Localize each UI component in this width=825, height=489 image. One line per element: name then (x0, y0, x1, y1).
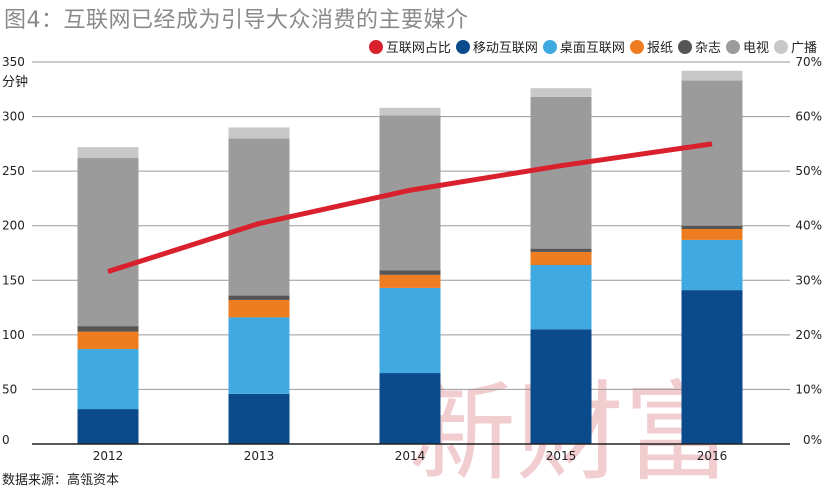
bar-segment-2016-cee7d22 (681, 228, 743, 240)
bar-segment-2013-cee7d22 (228, 299, 290, 318)
legend-item: 桌面互联网 (542, 37, 625, 56)
y-right-tick-label: 50% (795, 164, 822, 178)
bar-segment-2014-c555555 (379, 270, 441, 275)
y-axis-unit: 分钟 (2, 74, 28, 90)
legend-label: 移动互联网 (472, 41, 538, 56)
bar-segment-2015-c555555 (530, 248, 592, 252)
bar-segment-2012-cee7d22 (77, 331, 139, 350)
bar-segment-2016-c9b9b9b (681, 80, 743, 226)
bar-segment-2015-c0b4b8c (530, 329, 592, 444)
bar-segment-2016-c3fa9e0 (681, 239, 743, 291)
legend-item: 电视 (725, 37, 769, 56)
bar-segment-2016-cc8c8c8 (681, 70, 743, 81)
y-left-tick-label: 0 (2, 433, 10, 447)
bar-segment-2014-c0b4b8c (379, 373, 441, 444)
bar-segment-2014-cee7d22 (379, 274, 441, 288)
y-left-tick-label: 150 (2, 273, 25, 287)
bar-segment-2013-c0b4b8c (228, 393, 290, 444)
y-right-tick-label: 0% (803, 433, 822, 447)
source-note: 数据来源：高瓴资本 (2, 473, 120, 488)
y-right-tick-label: 40% (795, 219, 822, 233)
bar-segment-2012-c3fa9e0 (77, 349, 139, 410)
legend-label: 报纸 (646, 41, 673, 56)
chart-title: 图4：互联网已经成为引导大众消费的主要媒介 (4, 8, 469, 33)
legend-label: 广播 (790, 41, 817, 56)
y-left-tick-label: 200 (2, 219, 25, 233)
x-tick-label: 2016 (697, 449, 728, 463)
y-right-tick-label: 20% (795, 328, 822, 342)
bar-segment-2013-c3fa9e0 (228, 317, 290, 394)
x-tick-label: 2013 (244, 449, 275, 463)
bar-segment-2012-c0b4b8c (77, 409, 139, 444)
bar-segment-2015-c3fa9e0 (530, 265, 592, 330)
legend: 互联网占比 移动互联网 桌面互联网 报纸 杂志 电视 广播 (364, 37, 817, 56)
y-right-tick-label: 70% (795, 55, 822, 69)
legend-swatch-icon (773, 39, 788, 54)
x-tick-label: 2015 (546, 449, 577, 463)
axes: 0 0% 50 10% 100 20% 150 30% 200 40% 250 50% 300 60% 35… (2, 55, 822, 463)
legend-item: 杂志 (677, 37, 721, 56)
y-right-tick-label: 60% (795, 110, 822, 124)
x-tick-label: 2014 (395, 449, 426, 463)
bar-segment-2015-cee7d22 (530, 251, 592, 266)
bars (77, 70, 743, 444)
legend-item: 报纸 (629, 37, 673, 56)
bar-segment-2012-c9b9b9b (77, 158, 139, 327)
bar-segment-2015-cc8c8c8 (530, 88, 592, 97)
legend-swatch-icon (725, 39, 740, 54)
legend-item: 广播 (773, 37, 817, 56)
legend-swatch-icon (455, 39, 470, 54)
y-left-tick-label: 250 (2, 164, 25, 178)
y-right-tick-label: 10% (795, 382, 822, 396)
bar-segment-2013-cc8c8c8 (228, 127, 290, 139)
legend-swatch-icon (368, 39, 383, 54)
y-left-tick-label: 100 (2, 328, 25, 342)
legend-label: 互联网占比 (385, 41, 451, 56)
y-left-tick-label: 50 (2, 382, 17, 396)
y-right-tick-label: 30% (795, 273, 822, 287)
legend-label: 杂志 (694, 41, 721, 56)
legend-label: 桌面互联网 (559, 41, 625, 56)
legend-swatch-icon (542, 39, 557, 54)
bar-segment-2012-c555555 (77, 326, 139, 332)
y-left-tick-label: 300 (2, 110, 25, 124)
bar-segment-2016-c555555 (681, 225, 743, 229)
bar-segment-2014-c3fa9e0 (379, 287, 441, 374)
y-left-tick-label: 350 (2, 55, 25, 69)
legend-label: 电视 (742, 41, 769, 56)
bar-segment-2014-cc8c8c8 (379, 107, 441, 116)
x-tick-label: 2012 (93, 449, 124, 463)
share-line (107, 141, 713, 274)
legend-swatch-icon (677, 39, 692, 54)
bar-segment-2015-c9b9b9b (530, 96, 592, 249)
legend-item: 移动互联网 (455, 37, 538, 56)
bar-segment-2012-cc8c8c8 (77, 147, 139, 159)
bar-segment-2016-c0b4b8c (681, 290, 743, 444)
bar-segment-2013-c555555 (228, 295, 290, 300)
legend-swatch-icon (629, 39, 644, 54)
legend-item: 互联网占比 (368, 37, 451, 56)
